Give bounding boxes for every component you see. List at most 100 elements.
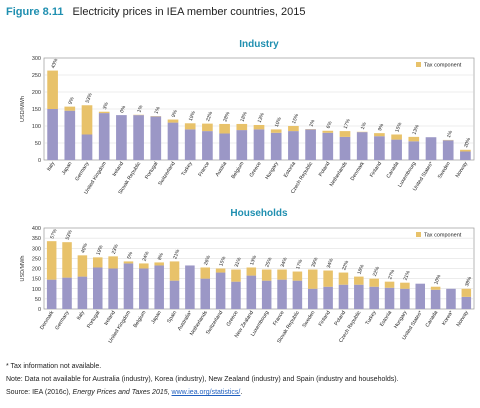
data-label: 1% bbox=[308, 118, 316, 127]
y-axis-label: USD/MWh bbox=[20, 96, 26, 122]
bar-tax bbox=[169, 261, 180, 281]
legend-swatch bbox=[416, 232, 421, 237]
source-line: Source: IEA (2016c), Energy Prices and T… bbox=[6, 388, 242, 397]
data-label: 57% bbox=[49, 228, 58, 240]
bar-base bbox=[354, 284, 364, 309]
data-label: 9% bbox=[377, 122, 385, 131]
bar-base bbox=[442, 140, 454, 160]
category-label: Canada bbox=[425, 310, 440, 329]
category-label: Poland bbox=[318, 161, 332, 178]
data-label: 10% bbox=[274, 116, 283, 128]
bar-base bbox=[400, 288, 410, 309]
y-tick-label: 250 bbox=[32, 256, 41, 262]
bar-base bbox=[219, 133, 230, 160]
bar-base bbox=[81, 134, 93, 160]
data-label: 53% bbox=[85, 92, 94, 104]
category-label: Austria bbox=[215, 161, 229, 178]
category-label: Switzerland bbox=[157, 161, 176, 187]
bar-tax bbox=[460, 149, 471, 152]
data-label: 6% bbox=[326, 120, 334, 129]
data-label: 1% bbox=[446, 129, 454, 138]
bar-tax bbox=[253, 124, 265, 130]
bar-base bbox=[98, 113, 110, 160]
y-tick-label: 350 bbox=[32, 236, 41, 242]
category-label: Finland bbox=[369, 161, 383, 179]
bar-base bbox=[150, 116, 162, 160]
y-tick-label: 300 bbox=[32, 246, 41, 252]
category-label: Finland bbox=[318, 310, 332, 328]
data-label: 5% bbox=[126, 251, 134, 260]
category-label: Italy bbox=[76, 310, 86, 322]
footnote: * Tax information not available. bbox=[6, 363, 102, 370]
bar-base bbox=[202, 131, 213, 160]
bar-base bbox=[384, 287, 395, 309]
y-tick-label: 50 bbox=[35, 141, 41, 147]
bar-tax bbox=[64, 106, 76, 111]
data-label: 0% bbox=[119, 104, 127, 113]
bar-base bbox=[77, 276, 88, 309]
bar-base bbox=[369, 286, 379, 309]
bar-base bbox=[139, 268, 149, 309]
source-link[interactable]: www.iea.org/statistics/ bbox=[171, 389, 241, 396]
bar-tax bbox=[384, 281, 395, 288]
bar-base bbox=[430, 289, 441, 309]
bar-tax bbox=[246, 267, 257, 276]
bar-tax bbox=[231, 269, 241, 282]
bar-base bbox=[307, 288, 318, 309]
data-label: 15% bbox=[291, 113, 300, 125]
y-axis-label: USD/MWh bbox=[20, 256, 26, 282]
data-label: 18% bbox=[357, 263, 366, 275]
category-label: Ireland bbox=[103, 310, 117, 327]
data-label: 3% bbox=[102, 101, 110, 110]
bar-base bbox=[123, 263, 134, 309]
data-label: 43% bbox=[50, 57, 59, 69]
bar-tax bbox=[369, 278, 379, 287]
bar-base bbox=[277, 279, 287, 309]
bar-tax bbox=[323, 270, 333, 287]
category-label: Portugal bbox=[86, 310, 101, 330]
bar-base bbox=[108, 268, 118, 309]
data-label: 17% bbox=[343, 118, 352, 130]
data-label: 13% bbox=[412, 124, 421, 136]
bar-tax bbox=[47, 70, 58, 109]
bar-tax bbox=[98, 111, 110, 114]
data-label: 15% bbox=[394, 121, 403, 133]
bar-tax bbox=[430, 286, 441, 290]
panel-title: Households bbox=[230, 208, 288, 219]
bar-base bbox=[446, 288, 456, 309]
data-label: 19% bbox=[95, 244, 104, 256]
data-label: 19% bbox=[188, 110, 197, 122]
y-tick-label: 300 bbox=[32, 56, 41, 62]
category-label: Belgium bbox=[230, 161, 245, 180]
bar-tax bbox=[261, 269, 272, 281]
category-label: Greece bbox=[249, 161, 263, 179]
bar-tax bbox=[219, 123, 230, 134]
data-label: 25% bbox=[264, 256, 273, 268]
category-label: Netherlands bbox=[329, 161, 349, 188]
bar-tax bbox=[215, 268, 226, 273]
industry-chart: Industry 0 50 100 150 200 250 300 USD/MWh 43% Ital… bbox=[20, 39, 475, 196]
category-label: France bbox=[272, 310, 286, 327]
bar-tax bbox=[408, 136, 420, 142]
category-label: Germany bbox=[74, 161, 91, 183]
bar-base bbox=[261, 280, 272, 309]
bar-base bbox=[92, 267, 103, 309]
category-label: Spain bbox=[166, 310, 178, 325]
category-label: Portugal bbox=[144, 161, 159, 181]
bar-base bbox=[415, 283, 426, 309]
legend-label: Tax component bbox=[424, 63, 462, 69]
data-label: 13% bbox=[249, 254, 258, 266]
category-label: Turkey bbox=[364, 310, 378, 327]
y-tick-label: 150 bbox=[32, 277, 41, 283]
data-label: 20% bbox=[463, 137, 472, 149]
bar-tax bbox=[391, 134, 402, 140]
bar-tax bbox=[400, 282, 410, 289]
y-tick-label: 100 bbox=[32, 124, 41, 130]
category-label: Poland bbox=[334, 310, 348, 327]
data-label: 39% bbox=[310, 256, 319, 268]
data-label: 21% bbox=[403, 269, 412, 281]
data-label: 26% bbox=[203, 254, 212, 266]
bar-tax bbox=[270, 129, 282, 133]
category-label: Japan bbox=[150, 310, 163, 325]
source-end: . bbox=[240, 389, 243, 396]
